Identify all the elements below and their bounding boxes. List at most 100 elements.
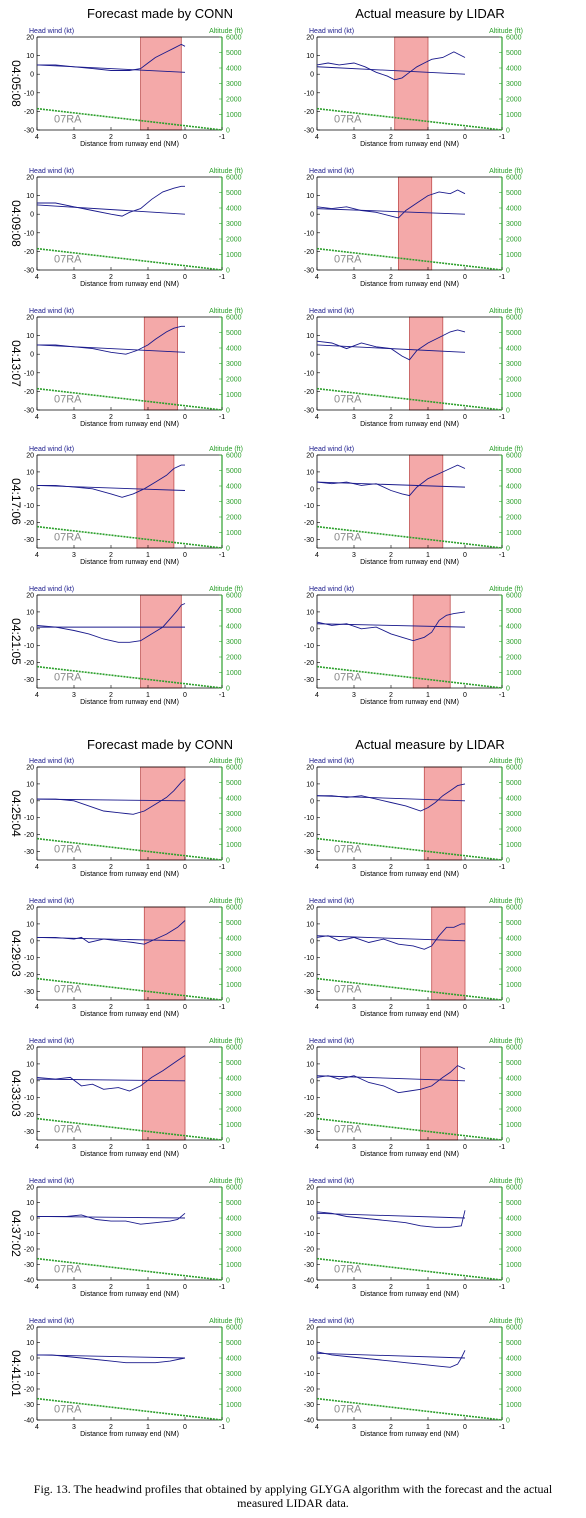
alt-tick-label: 2000 <box>226 1107 242 1114</box>
alt-tick-label: 6000 <box>226 453 242 460</box>
x-axis-label: Distance from runway end (NM) <box>360 559 459 566</box>
x-tick-label: 3 <box>72 1144 76 1151</box>
right-axis-label: Altitude (ft) <box>489 758 523 765</box>
y-tick-label: -10 <box>24 503 34 510</box>
alt-tick-label: 5000 <box>506 608 522 615</box>
alt-tick-label: 4000 <box>506 1356 522 1363</box>
x-tick-label: 3 <box>72 692 76 699</box>
forecast-panel: Head wind (kt) Altitude (ft)20100-10-20-3… <box>24 446 243 566</box>
event-shade <box>140 766 186 861</box>
alt-tick-label: 4000 <box>226 484 242 491</box>
event-shade <box>420 1046 459 1141</box>
lidar-panel: Head wind (kt) Altitude (ft)20100-10-20-3… <box>304 586 523 706</box>
alt-tick-label: 6000 <box>506 1325 522 1332</box>
alt-tick-label: 3000 <box>226 221 242 228</box>
flight-label: 07RA <box>334 671 362 683</box>
x-tick-label: 4 <box>35 1284 39 1291</box>
x-tick-label: 0 <box>463 1284 467 1291</box>
right-axis-label: Altitude (ft) <box>209 308 243 315</box>
alt-tick-label: 6000 <box>506 905 522 912</box>
x-tick-label: 1 <box>146 1004 150 1011</box>
y-tick-label: -30 <box>24 677 34 684</box>
y-tick-label: -20 <box>304 109 314 116</box>
y-tick-label: -20 <box>304 389 314 396</box>
x-tick-label: 2 <box>109 1284 113 1291</box>
y-tick-label: 10 <box>26 193 34 200</box>
y-tick-label: 10 <box>26 1061 34 1068</box>
glide-path-line <box>316 107 503 131</box>
headwind-series-line <box>316 1210 466 1228</box>
y-tick-label: 10 <box>306 921 314 928</box>
y-tick-label: -20 <box>304 832 314 839</box>
alt-tick-label: 4000 <box>506 206 522 213</box>
headwind-series-line <box>316 464 466 497</box>
glide-path-line <box>36 665 223 689</box>
y-tick-label: -30 <box>24 408 34 415</box>
alt-tick-label: 5000 <box>226 330 242 337</box>
time-label: 04:29:03 <box>9 930 23 977</box>
y-tick-label: 20 <box>306 315 314 322</box>
y-tick-label: -10 <box>24 643 34 650</box>
y-tick-label: 10 <box>26 1340 34 1347</box>
headwind-trend-line <box>36 1354 186 1359</box>
x-tick-label: 1 <box>426 864 430 871</box>
y-tick-label: 10 <box>306 53 314 60</box>
alt-tick-label: 0 <box>226 128 230 135</box>
alt-tick-label: 1000 <box>506 530 522 537</box>
y-tick-label: -30 <box>304 537 314 544</box>
alt-tick-label: 6000 <box>226 1325 242 1332</box>
y-tick-label: -30 <box>304 128 314 135</box>
y-tick-label: -30 <box>24 849 34 856</box>
x-tick-label: 3 <box>72 1004 76 1011</box>
x-tick-label: 3 <box>352 414 356 421</box>
x-tick-label: 0 <box>463 1144 467 1151</box>
y-tick-label: 20 <box>306 905 314 912</box>
headwind-series-line <box>37 1354 186 1364</box>
y-tick-label: 10 <box>306 193 314 200</box>
right-axis-label: Altitude (ft) <box>209 1178 243 1185</box>
forecast-panel: Head wind (kt) Altitude (ft)20100-10-20-3… <box>24 168 243 288</box>
y-tick-label: 0 <box>30 798 34 805</box>
lidar-panel: Head wind (kt) Altitude (ft)20100-10-20-3… <box>304 28 523 148</box>
alt-tick-label: 0 <box>226 1138 230 1145</box>
x-tick-label: 1 <box>146 1144 150 1151</box>
y-tick-label: -20 <box>304 1247 314 1254</box>
flight-label: 07RA <box>334 983 362 995</box>
time-label: 04:13:07 <box>9 340 23 387</box>
left-axis-label: Head wind (kt) <box>29 898 74 905</box>
alt-tick-label: 3000 <box>226 639 242 646</box>
y-tick-label: 0 <box>310 938 314 945</box>
y-tick-label: -10 <box>304 230 314 237</box>
alt-tick-label: 1000 <box>506 252 522 259</box>
alt-tick-label: 1000 <box>226 670 242 677</box>
x-tick-label: 2 <box>389 864 393 871</box>
y-tick-label: 0 <box>30 938 34 945</box>
x-tick-label: -1 <box>499 864 505 871</box>
x-tick-label: 4 <box>315 1004 319 1011</box>
glide-path-line <box>36 1117 223 1141</box>
x-axis-label: Distance from runway end (NM) <box>80 1011 179 1018</box>
headwind-series-line <box>317 783 466 812</box>
right-axis-label: Altitude (ft) <box>209 28 243 35</box>
x-tick-label: 4 <box>315 1144 319 1151</box>
event-shade <box>409 454 444 549</box>
alt-tick-label: 1000 <box>226 1122 242 1129</box>
alt-tick-label: 2000 <box>506 97 522 104</box>
alt-tick-label: 4000 <box>506 1076 522 1083</box>
x-tick-label: 2 <box>389 692 393 699</box>
headwind-series-line <box>37 185 185 217</box>
y-tick-label: -20 <box>24 1387 34 1394</box>
y-tick-label: 10 <box>26 921 34 928</box>
glide-path-line <box>36 1257 223 1281</box>
flight-label: 07RA <box>54 1123 82 1135</box>
alt-tick-label: 3000 <box>226 1371 242 1378</box>
alt-tick-label: 5000 <box>506 50 522 57</box>
alt-tick-label: 2000 <box>506 377 522 384</box>
y-tick-label: 20 <box>26 765 34 772</box>
y-tick-label: 20 <box>26 1325 34 1332</box>
right-axis-label: Altitude (ft) <box>209 446 243 453</box>
x-tick-label: 1 <box>426 414 430 421</box>
y-tick-label: -20 <box>304 520 314 527</box>
x-tick-label: 0 <box>463 552 467 559</box>
alt-tick-label: 0 <box>226 998 230 1005</box>
